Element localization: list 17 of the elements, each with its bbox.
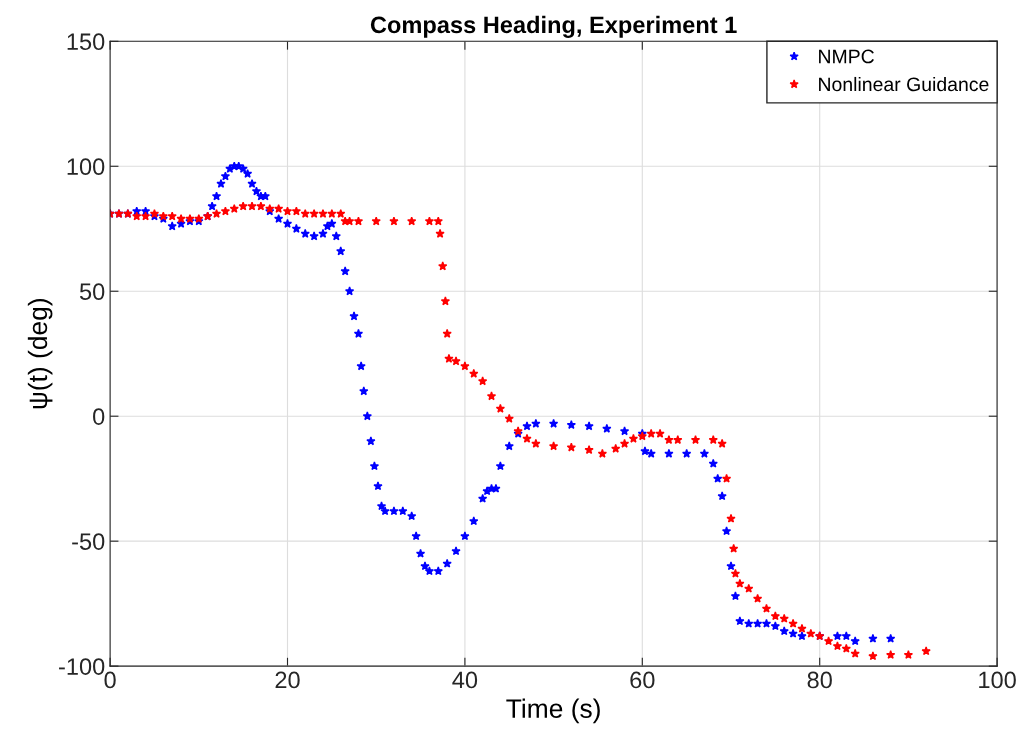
x-axis-title: Time (s) xyxy=(506,698,600,724)
x-tick-label: 60 xyxy=(630,671,655,689)
x-tick-label: 100 xyxy=(979,671,1016,689)
x-tick-label: 80 xyxy=(807,671,832,689)
legend-label: Nonlinear Guidance xyxy=(819,76,989,92)
x-tick-label: 20 xyxy=(275,671,300,689)
y-tick-label: 0 xyxy=(93,408,105,425)
chart-title: Compass Heading, Experiment 1 xyxy=(370,15,737,38)
x-tick-label: 0 xyxy=(104,671,116,689)
y-axis-title: ψ(t) (deg) xyxy=(27,299,53,409)
y-tick-label: 150 xyxy=(67,33,105,51)
legend-label: NMPC xyxy=(819,49,874,64)
x-tick-label: 40 xyxy=(452,671,478,689)
y-tick-label: 50 xyxy=(79,283,105,301)
y-tick-label: -50 xyxy=(72,533,105,550)
y-tick-label: 100 xyxy=(67,158,105,176)
y-tick-label: -100 xyxy=(59,658,105,675)
